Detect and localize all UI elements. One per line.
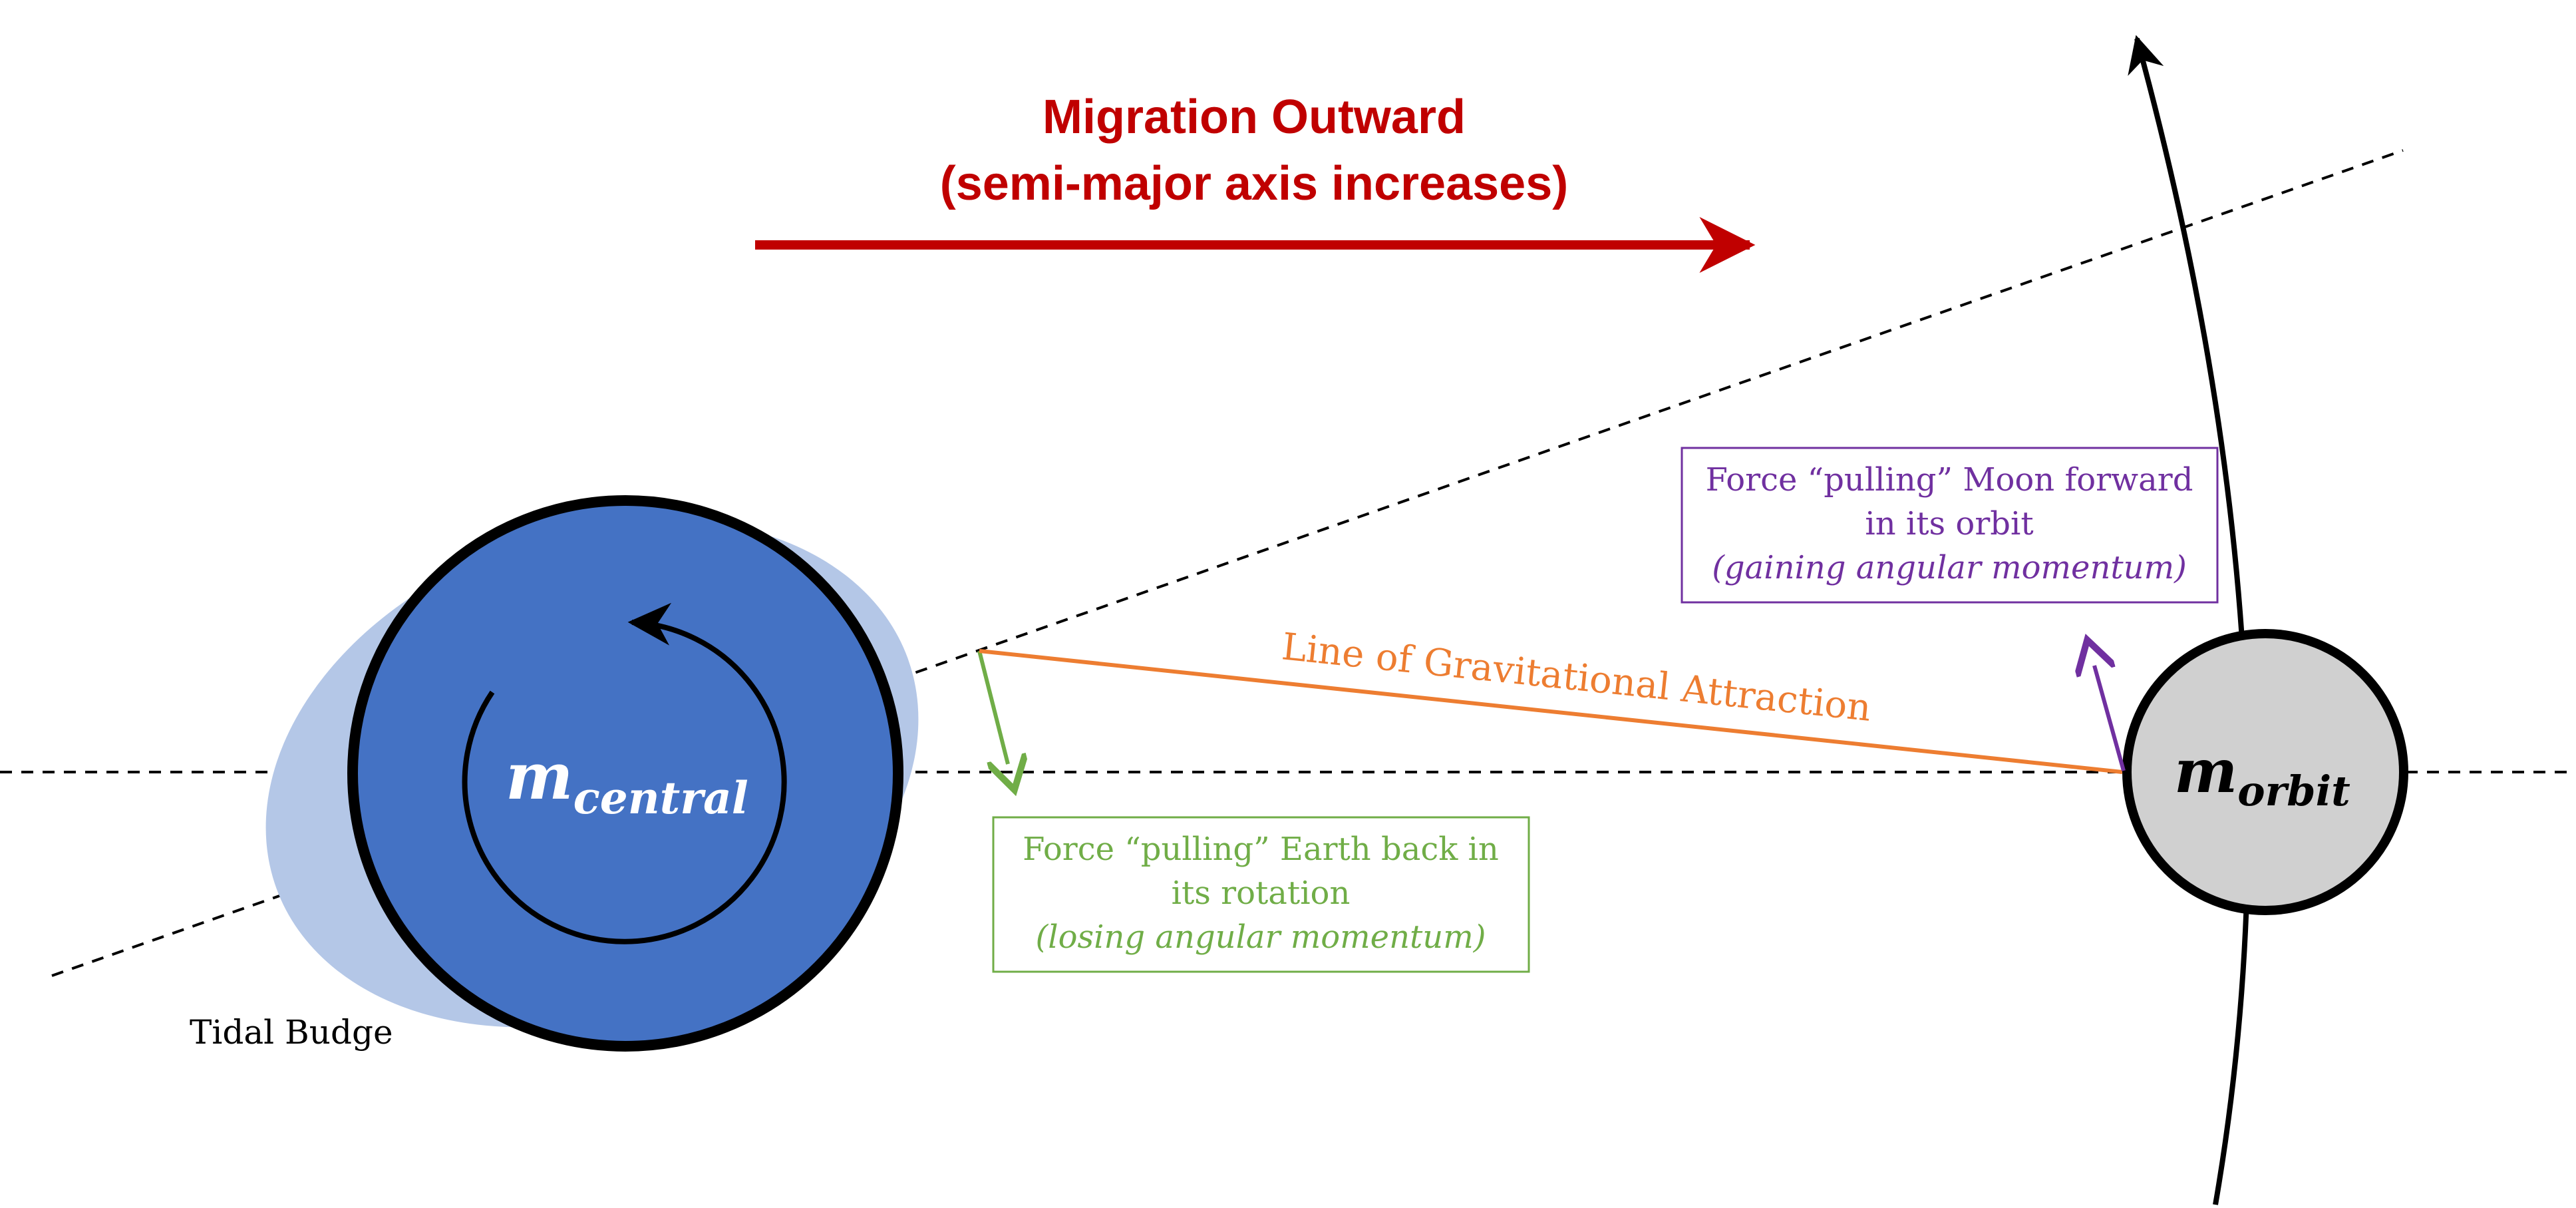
orbit-path-arrow [2128, 35, 2251, 1205]
earth-force-line-3: (losing angular momentum) [1036, 918, 1486, 956]
earth-force-arrow [977, 650, 1008, 764]
moon-force-line-1: Force “pulling” Moon forward [1706, 461, 2193, 499]
moon-force-box [1681, 447, 2219, 604]
title-line-1: Migration Outward [1043, 91, 1466, 144]
orbit-mass-symbol: m [2174, 736, 2237, 807]
gravitational-attraction-line [979, 649, 2123, 774]
orbit-mass-subscript: orbit [2237, 767, 2350, 815]
central-body [347, 495, 903, 1052]
orbiting-body [2122, 629, 2408, 915]
moon-force-line-3: (gaining angular momentum) [1712, 549, 2187, 586]
title-line-2: (semi-major axis increases) [940, 157, 1569, 210]
moon-force-arrow [2094, 666, 2126, 771]
central-mass-subscript: central [573, 772, 748, 824]
earth-force-line-1: Force “pulling” Earth back in [1023, 831, 1499, 868]
central-mass-symbol: m [506, 739, 573, 814]
central-mass-label: mcentral [506, 739, 748, 824]
orbit-mass-label: morbit [2174, 736, 2350, 815]
rotation-arrow [462, 602, 787, 944]
tidal-bulge-label: Tidal Budge [190, 1013, 393, 1052]
earth-force-box [992, 816, 1530, 973]
moon-force-line-2: in its orbit [1865, 505, 2033, 542]
earth-force-line-2: its rotation [1172, 875, 1351, 912]
